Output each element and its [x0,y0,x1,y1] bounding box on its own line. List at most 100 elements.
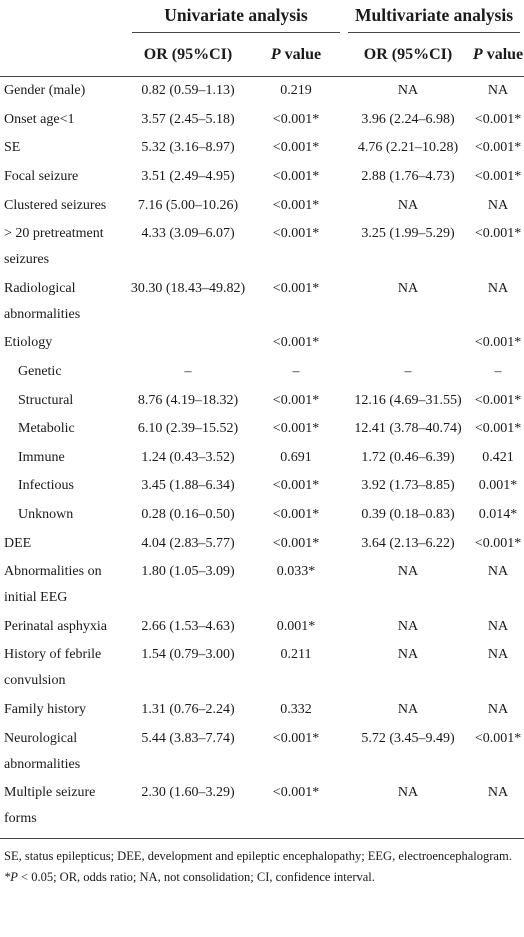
row: Neurological abnormalities 5.44 (3.83–7.7… [0,724,524,779]
cell: <0.001* [248,191,344,220]
cell: 7.16 (5.00–10.26) [128,191,248,220]
row-label: Multiple seizure forms [0,778,128,840]
column-header: OR (95%CI) [344,36,473,77]
cell-text: NA [487,197,509,213]
cell: 0.82 (0.59–1.13) [128,77,248,106]
cell-text: 2.30 (1.60–3.29) [141,785,235,801]
cell-text: <0.001* [272,535,320,551]
row: Clustered seizures 7.16 (5.00–10.26) <0.00… [0,191,524,220]
cell-text: NA [397,564,419,580]
cell: NA [472,275,524,330]
row-label: Radiological abnormalities [4,280,81,322]
row-label: Focal seizure [4,169,79,185]
cell-text: <0.001* [474,140,522,156]
cell-text: 7.16 (5.00–10.26) [137,197,239,213]
cell-text: NA [397,197,419,213]
cell: NA [344,275,472,330]
cell: 12.41 (3.78–40.74) [344,415,472,444]
cell: 8.76 (4.19–18.32) [128,386,248,415]
cell: NA [344,191,472,220]
cell: 0.001* [248,613,344,642]
cell-text: – [404,364,412,380]
cell: NA [344,641,472,696]
row: Abnormalities on initial EEG 1.80 (1.05–3… [0,558,524,613]
cell: <0.001* [472,529,524,558]
cell: 0.28 (0.16–0.50) [128,501,248,530]
cell: 5.72 (3.45–9.49) [344,724,472,779]
cell: 0.033* [248,558,344,613]
row-label: Family history [4,701,87,717]
group-header-row: Univariate analysis Multivariate analysi… [0,0,524,36]
cell-text: 0.001* [276,618,316,634]
row-label: Genetic [18,364,62,380]
cell: 4.76 (2.21–10.28) [344,134,472,163]
cell: NA [344,778,473,840]
cell: 3.57 (2.45–5.18) [128,106,248,135]
blank [0,0,128,36]
row: DEE 4.04 (2.83–5.77) <0.001* 3.64 (2.13–6.2… [0,529,524,558]
cell-text: <0.001* [272,280,320,296]
cell: <0.001* [248,134,344,163]
row: History of febrile convulsion 1.54 (0.79–… [0,641,524,696]
cell-text: 1.31 (0.76–2.24) [141,701,235,717]
cell: 30.30 (18.43–49.82) [128,275,248,330]
cell-text: 1.80 (1.05–3.09) [141,564,235,580]
footnote: *P < 0.05; OR, odds ratio; NA, not conso… [4,868,520,886]
cell-text: NA [487,280,509,296]
cell-text: 1.72 (0.46–6.39) [361,449,455,465]
cell: <0.001* [248,220,344,275]
row-label: Immune [18,449,65,465]
row-label: DEE [4,535,32,551]
cell-text: <0.001* [474,111,522,127]
cell: <0.001* [248,415,344,444]
row-label: Structural [18,392,74,408]
cell: 0.332 [248,696,344,725]
cell-text: 1.54 (0.79–3.00) [141,647,235,663]
cell-text: NA [397,618,419,634]
cell-text: NA [487,701,509,717]
cell-text: <0.001* [272,730,320,746]
cell: 0.421 [472,444,524,473]
row: Infectious 3.45 (1.88–6.34) <0.001* 3.92 (1… [0,472,524,501]
cell: – [472,358,524,387]
text: OR (95%CI) [363,46,453,63]
cell-text: 3.45 (1.88–6.34) [141,478,235,494]
cell-text: NA [487,618,509,634]
cell-text: 3.92 (1.73–8.85) [361,478,455,494]
cell: NA [472,696,524,725]
cell-text: 3.25 (1.99–5.29) [361,226,455,242]
cell: 0.001* [472,472,524,501]
cell: 1.31 (0.76–2.24) [128,696,248,725]
cell-text: 5.32 (3.16–8.97) [141,140,235,156]
row: > 20 pretreatment seizures 4.33 (3.09–6.0… [0,220,524,275]
cell-text: 2.66 (1.53–4.63) [141,618,235,634]
cell: 0.211 [248,641,344,696]
cell: NA [472,77,524,106]
cell-text: 2.88 (1.76–4.73) [361,169,455,185]
cell: 3.45 (1.88–6.34) [128,472,248,501]
row-label: Perinatal asphyxia [4,618,108,634]
cell: 0.39 (0.18–0.83) [344,501,472,530]
cell [128,329,248,358]
table-body: Gender (male) 0.82 (0.59–1.13) 0.219 NA NA On… [0,77,524,840]
row: Metabolic 6.10 (2.39–15.52) <0.001* 12.41 (… [0,415,524,444]
cell-text: 0.211 [280,647,312,663]
row: Etiology <0.001* <0.001* [0,329,524,358]
cell [344,329,472,358]
cell: NA [472,558,524,613]
cell-text: 5.72 (3.45–9.49) [361,730,455,746]
cell: – [344,358,472,387]
cell-text: NA [487,647,509,663]
cell-text: <0.001* [272,197,320,213]
row-label: Onset age<1 [4,111,75,127]
cell: 12.16 (4.69–31.55) [344,386,472,415]
row-label: History of febrile convulsion [4,647,102,689]
cell-text: NA [487,83,509,99]
group-header: Multivariate analysis [344,0,524,36]
cell: <0.001* [472,106,524,135]
row: Onset age<1 3.57 (2.45–5.18) <0.001* 3.96 (… [0,106,524,135]
cell: NA [344,613,472,642]
footnotes: SE, status epilepticus; DEE, development… [0,839,524,886]
cell: NA [344,77,472,106]
